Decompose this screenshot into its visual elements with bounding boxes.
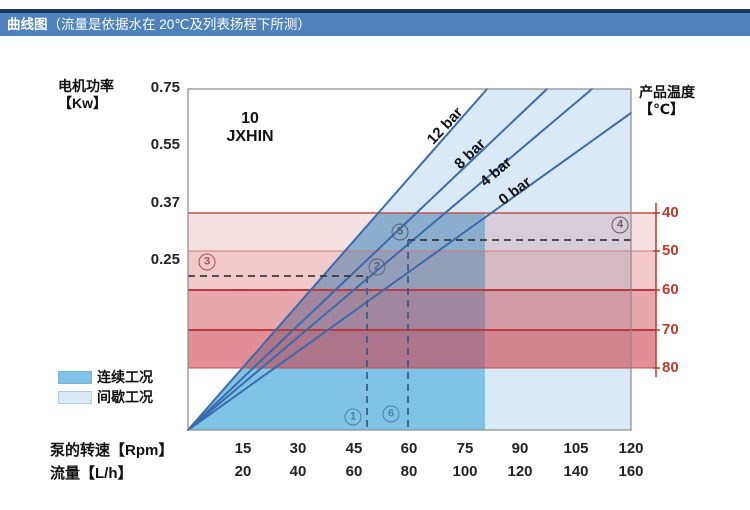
power-tick-0.37: 0.37 [150, 194, 180, 211]
rpm-axis-title: 泵的转速【Rpm】 [50, 442, 174, 459]
page-subtitle: （流量是依据水在 20℃及列表扬程下所测） [47, 17, 311, 32]
rpm-tick-15: 15 [234, 440, 252, 457]
plot-border [187, 88, 632, 431]
marker-circle-5: 5 [391, 223, 409, 241]
flow-tick-20: 20 [234, 463, 252, 480]
left-axis-title-line1: 电机功率 [58, 78, 114, 94]
rpm-tick-90: 90 [511, 440, 529, 457]
marker-circle-6: 6 [382, 405, 400, 423]
legend-label-1: 连续工况 [97, 369, 153, 385]
flow-tick-120: 120 [507, 463, 533, 480]
temperature-band-70-80 [188, 330, 656, 368]
flow-tick-140: 140 [563, 463, 589, 480]
pump-model-label: 10 JXHIN [200, 110, 300, 146]
marker-circle-2: 2 [368, 258, 386, 276]
right-axis-title-line1: 产品温度 [639, 84, 695, 100]
temperature-tick-40: 40 [662, 204, 679, 221]
rpm-tick-30: 30 [289, 440, 307, 457]
temperature-tick-60: 60 [662, 281, 679, 298]
flow-tick-40: 40 [289, 463, 307, 480]
pressure-curve-8-bar [187, 88, 548, 431]
left-axis-title: 电机功率 【Kw】 [58, 78, 114, 112]
marker-circle-4: 4 [611, 216, 629, 234]
flow-axis-title: 流量【L/h】 [50, 465, 133, 482]
temperature-band-50-60 [188, 251, 656, 290]
legend: 连续工况 间歇工况 [58, 368, 153, 408]
flow-tick-80: 80 [400, 463, 418, 480]
rpm-tick-120: 120 [618, 440, 644, 457]
pressure-curve-4-bar [187, 88, 593, 431]
flow-tick-160: 160 [618, 463, 644, 480]
temperature-tick-80: 80 [662, 359, 679, 376]
pressure-curve-0-bar [187, 112, 632, 431]
title-bar: 曲线图（流量是依据水在 20℃及列表扬程下所测） [0, 13, 750, 36]
temperature-band-60-70 [188, 290, 656, 330]
legend-label-2: 间歇工况 [97, 389, 153, 405]
temperature-tick-50: 50 [662, 242, 679, 259]
pressure-curve-12-bar [187, 88, 488, 431]
marker-circle-3: 3 [198, 253, 216, 271]
legend-row-2: 间歇工况 [58, 388, 153, 406]
flow-tick-100: 100 [452, 463, 478, 480]
flow-tick-60: 60 [345, 463, 363, 480]
rpm-tick-75: 75 [456, 440, 474, 457]
power-tick-0.75: 0.75 [150, 79, 180, 96]
temperature-tick-70: 70 [662, 321, 679, 338]
pump-model-size: 10 [241, 110, 259, 127]
rpm-tick-45: 45 [345, 440, 363, 457]
pump-model-name: JXHIN [226, 128, 274, 145]
legend-swatch-1 [58, 370, 92, 384]
right-axis-title: 产品温度 【℃】 [639, 84, 695, 118]
legend-swatch-2 [58, 390, 92, 404]
title-top-rule [0, 9, 750, 13]
power-tick-0.55: 0.55 [150, 136, 180, 153]
marker-circle-1: 1 [344, 408, 362, 426]
rpm-tick-60: 60 [400, 440, 418, 457]
right-axis-title-line2: 【℃】 [639, 101, 684, 117]
page-title: 曲线图 [7, 17, 48, 32]
legend-row-1: 连续工况 [58, 368, 153, 386]
power-tick-0.25: 0.25 [150, 251, 180, 268]
left-axis-title-line2: 【Kw】 [58, 95, 107, 111]
rpm-tick-105: 105 [563, 440, 589, 457]
